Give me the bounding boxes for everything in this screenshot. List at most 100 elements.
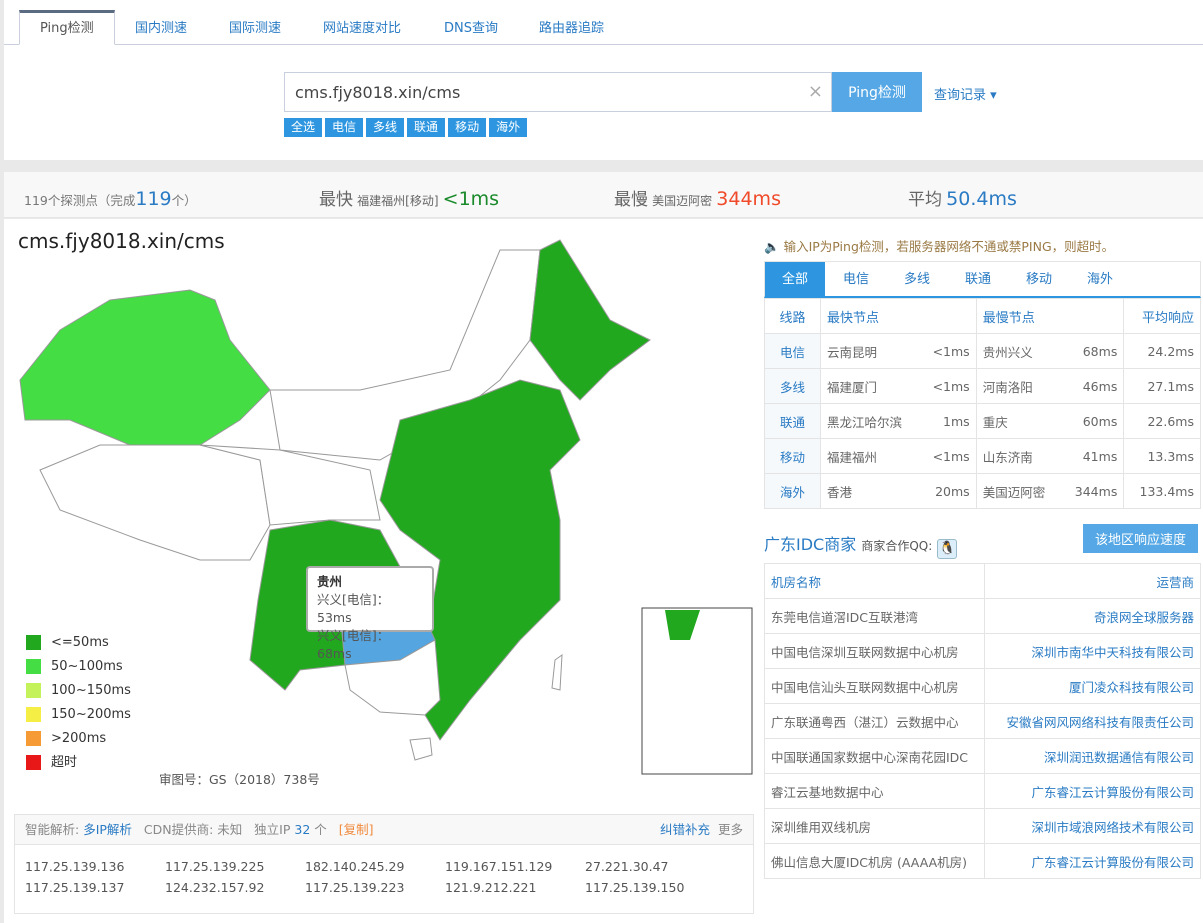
line-tab[interactable]: 电信 — [842, 272, 869, 287]
legend-item: 100~150ms — [26, 683, 131, 707]
multi-ip-link[interactable]: 多IP解析 — [83, 822, 132, 837]
table-row: 中国电信深圳互联网数据中心机房 深圳市南华中天科技有限公司 — [764, 633, 1201, 669]
fast-node: 福建福州 — [819, 438, 920, 474]
header-fast: 最快节点 — [820, 298, 977, 334]
operator-link[interactable]: 深圳市南华中天科技有限公司 — [984, 633, 1201, 669]
slow-ms: 68ms — [1061, 333, 1125, 369]
clear-icon[interactable]: × — [807, 81, 823, 102]
filter-unicom[interactable]: 联通 — [407, 118, 446, 137]
china-map — [19, 239, 753, 775]
legend-swatch — [26, 635, 41, 650]
operator-link[interactable]: 安徽省网风网络科技有限责任公司 — [984, 703, 1201, 739]
fast-node: 黑龙江哈尔滨 — [819, 403, 920, 439]
filter-overseas[interactable]: 海外 — [489, 118, 528, 137]
avg-ms: 24.2ms — [1123, 333, 1201, 369]
filter-multiline[interactable]: 多线 — [366, 118, 405, 137]
operator-link[interactable]: 广东睿江云计算股份有限公司 — [984, 843, 1201, 879]
filter-all[interactable]: 全选 — [284, 118, 323, 137]
operator-link[interactable]: 厦门凌众科技有限公司 — [984, 668, 1201, 704]
fast-ms: <1ms — [919, 333, 977, 369]
operator-link[interactable]: 深圳市域浪网络技术有限公司 — [984, 808, 1201, 844]
ip-address: 117.25.139.223 — [305, 880, 405, 895]
line-tab[interactable]: 多线 — [903, 272, 930, 287]
legend-label: 100~150ms — [51, 683, 131, 698]
line-name: 移动 — [764, 438, 821, 474]
room-name: 佛山信息大厦IDC机房 (AAAA机房) — [764, 843, 985, 879]
avg-ms: 13.3ms — [1123, 438, 1201, 474]
dns-resolution-box: 智能解析: 多IP解析 CDN提供商: 未知 独立IP 32 个 [复制] 纠错… — [14, 814, 754, 914]
region-guangxi[interactable] — [344, 639, 441, 716]
qq-icon[interactable]: 🐧 — [937, 539, 958, 559]
region-northeast[interactable] — [529, 239, 651, 401]
slowest-stat: 最慢 美国迈阿密 344ms — [614, 188, 781, 210]
fast-node: 云南昆明 — [819, 333, 920, 369]
fastest-stat: 最快 福建福州[移动] <1ms — [319, 188, 500, 210]
copy-link[interactable]: [复制] — [338, 822, 374, 837]
header-avg: 平均响应 — [1123, 298, 1201, 334]
legend-item: >200ms — [26, 731, 131, 755]
area-speed-button[interactable]: 该地区响应速度 — [1083, 524, 1198, 553]
region-hainan[interactable] — [409, 737, 433, 761]
map-approval-number: 审图号：GS（2018）738号 — [159, 772, 320, 787]
url-input[interactable] — [285, 73, 785, 111]
legend-label: 150~200ms — [51, 707, 131, 722]
room-name: 中国电信汕头互联网数据中心机房 — [764, 668, 985, 704]
notice: 🔈 输入IP为Ping检测，若服务器网络不通或禁PING，则超时。 — [764, 239, 1115, 254]
history-dropdown[interactable]: 查询记录 ▾ — [934, 88, 997, 103]
operator-link[interactable]: 奇浪网全球服务器 — [984, 598, 1201, 634]
tab-domestic-speed[interactable]: 国内测速 — [135, 21, 188, 36]
legend-swatch — [26, 683, 41, 698]
header-line: 线路 — [764, 298, 821, 334]
legend-swatch — [26, 755, 41, 770]
table-row: 海外 香港 20ms 美国迈阿密 344ms 133.4ms — [764, 473, 1201, 509]
tab-traceroute[interactable]: 路由器追踪 — [539, 21, 605, 36]
ping-button[interactable]: Ping检测 — [832, 72, 922, 112]
tab-international-speed[interactable]: 国际测速 — [229, 21, 282, 36]
region-taiwan[interactable] — [551, 653, 563, 691]
operator-link[interactable]: 广东睿江云计算股份有限公司 — [984, 773, 1201, 809]
line-tab[interactable]: 联通 — [964, 272, 991, 287]
legend-swatch — [26, 731, 41, 746]
slow-ms: 60ms — [1061, 403, 1125, 439]
more-link[interactable]: 更多 — [717, 822, 743, 837]
idc-table: 机房名称 运营商 东莞电信道滘IDC互联港湾 奇浪网全球服务器 中国电信深圳互联网数据中… — [764, 563, 1201, 879]
filter-mobile[interactable]: 移动 — [448, 118, 487, 137]
main-content: cms.fjy8018.xin/cms 贵州 兴义[电信]：53ms 兴义[电信… — [4, 219, 1203, 923]
line-tab[interactable]: 移动 — [1025, 272, 1052, 287]
table-row: 联通 黑龙江哈尔滨 1ms 重庆 60ms 22.6ms — [764, 403, 1201, 439]
table-row: 移动 福建福州 <1ms 山东济南 41ms 13.3ms — [764, 438, 1201, 474]
legend-item: 50~100ms — [26, 659, 131, 683]
south-sea-inset — [641, 607, 753, 775]
fast-ms: 20ms — [919, 473, 977, 509]
legend-item: 超时 — [26, 755, 131, 779]
slow-ms: 344ms — [1061, 473, 1125, 509]
report-link[interactable]: 纠错补充 — [660, 822, 711, 837]
tab-dns[interactable]: DNS查询 — [444, 21, 498, 36]
slow-node: 重庆 — [975, 403, 1062, 439]
header-slow: 最慢节点 — [975, 298, 1125, 334]
fast-node: 香港 — [819, 473, 920, 509]
line-tab[interactable]: 全部 — [765, 262, 825, 297]
line-tab[interactable]: 海外 — [1086, 272, 1113, 287]
line-name: 电信 — [764, 333, 821, 369]
table-header: 机房名称 运营商 — [764, 563, 1201, 599]
region-qinghai[interactable] — [199, 444, 381, 526]
ip-address: 117.25.139.137 — [25, 880, 125, 895]
slow-node: 河南洛阳 — [975, 368, 1062, 404]
legend-swatch — [26, 707, 41, 722]
operator-link[interactable]: 深圳润迅数据通信有限公司 — [984, 738, 1201, 774]
header-room: 机房名称 — [764, 563, 985, 599]
room-name: 深圳维用双线机房 — [764, 808, 985, 844]
line-name: 联通 — [764, 403, 821, 439]
region-tibet[interactable] — [39, 444, 271, 561]
filter-telecom[interactable]: 电信 — [325, 118, 364, 137]
header-operator: 运营商 — [984, 563, 1201, 599]
ip-address: 117.25.139.136 — [25, 859, 125, 874]
ip-address: 182.140.245.29 — [305, 859, 405, 874]
region-xinjiang[interactable] — [19, 289, 271, 446]
table-row: 睿江云基地数据中心 广东睿江云计算股份有限公司 — [764, 773, 1201, 809]
tool-tabs: Ping检测 国内测速 国际测速 网站速度对比 DNS查询 路由器追踪 — [4, 10, 1203, 45]
line-name: 海外 — [764, 473, 821, 509]
tab-ping[interactable]: Ping检测 — [19, 10, 115, 45]
tab-site-compare[interactable]: 网站速度对比 — [323, 21, 402, 36]
